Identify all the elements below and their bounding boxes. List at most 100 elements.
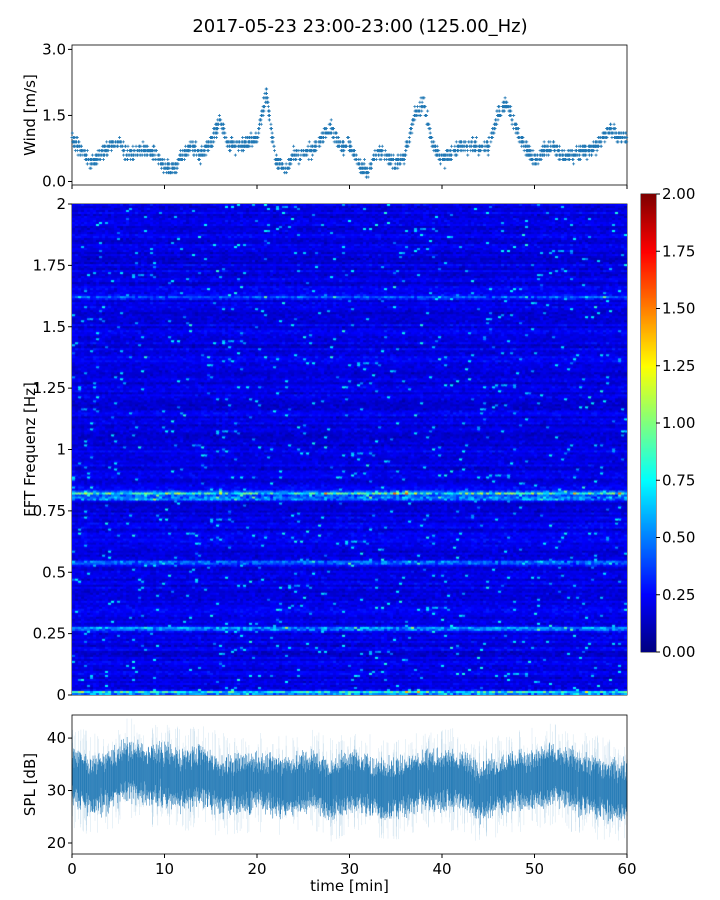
wind-point: [356, 162, 360, 166]
wind-point: [469, 140, 473, 144]
wind-point: [624, 131, 628, 135]
wind-point: [76, 153, 80, 157]
wind-point: [215, 122, 219, 126]
wind-point: [402, 162, 406, 166]
wind-point: [192, 149, 196, 153]
wind-point: [259, 109, 263, 113]
x-tick-label: 0: [67, 860, 77, 878]
x-tick-label: 20: [247, 860, 266, 878]
wind-point: [219, 118, 223, 122]
wind-point: [280, 162, 284, 166]
wind-point: [392, 166, 396, 170]
wind-point: [277, 157, 281, 161]
wind-point: [565, 153, 569, 157]
x-tick-label: 10: [155, 860, 174, 878]
y-tick-label: 30: [47, 782, 66, 800]
wind-point: [233, 153, 237, 157]
x-axis-label: time [min]: [310, 877, 389, 895]
wind-point: [442, 153, 446, 157]
wind-point: [284, 162, 288, 166]
wind-point: [470, 149, 474, 153]
wind-point: [578, 157, 582, 161]
wind-point: [616, 131, 620, 135]
wind-point: [489, 135, 493, 139]
wind-point: [448, 153, 452, 157]
wind-point: [129, 157, 133, 161]
wind-point: [324, 127, 328, 131]
wind-point: [72, 144, 76, 148]
y-tick-label: 0: [56, 686, 66, 704]
wind-point: [534, 157, 538, 161]
y-tick-label: 1.75: [33, 256, 66, 274]
wind-point: [96, 157, 100, 161]
wind-point: [557, 157, 561, 161]
wind-point: [341, 140, 345, 144]
wind-point: [237, 149, 241, 153]
wind-point: [421, 96, 425, 100]
wind-point: [201, 153, 205, 157]
wind-point: [346, 135, 350, 139]
y-tick-label: 2: [56, 195, 66, 213]
wind-point: [520, 135, 524, 139]
wind-point: [423, 113, 427, 117]
wind-point: [500, 105, 504, 109]
wind-point: [210, 135, 214, 139]
wind-point: [396, 153, 400, 157]
wind-point: [145, 153, 149, 157]
wind-point: [450, 144, 454, 148]
wind-point: [145, 149, 149, 153]
wind-point: [81, 149, 85, 153]
wind-point: [342, 153, 346, 157]
wind-point: [341, 149, 345, 153]
wind-point: [249, 131, 253, 135]
colorbar-tick-label: 1.75: [662, 242, 695, 260]
x-tick-label: 50: [525, 860, 544, 878]
wind-point: [416, 105, 420, 109]
wind-point: [307, 140, 311, 144]
wind-point: [237, 144, 241, 148]
axes-frame: [71, 44, 628, 186]
wind-point: [415, 113, 419, 117]
wind-point: [214, 135, 218, 139]
wind-point: [151, 144, 155, 148]
wind-point: [150, 153, 154, 157]
wind-point: [404, 144, 408, 148]
wind-point: [454, 140, 458, 144]
wind-point: [75, 135, 79, 139]
wind-point: [274, 153, 278, 157]
wind-point: [566, 157, 570, 161]
wind-point: [459, 140, 463, 144]
wind-point: [613, 127, 617, 131]
wind-point: [466, 153, 470, 157]
wind-point: [515, 122, 518, 126]
wind-point: [414, 109, 418, 113]
wind-point: [374, 157, 378, 161]
y-tick-label: 1.5: [42, 106, 66, 124]
wind-point: [317, 144, 321, 148]
wind-point: [484, 149, 488, 153]
y-tick-label: 0.75: [33, 502, 66, 520]
wind-point: [78, 149, 82, 153]
wind-point: [303, 153, 307, 157]
wind-point: [221, 131, 225, 135]
wind-point: [605, 135, 609, 139]
wind-point: [207, 140, 211, 144]
wind-point: [512, 127, 516, 131]
wind-point: [380, 144, 384, 148]
wind-point: [276, 166, 280, 170]
wind-point: [114, 140, 118, 144]
wind-point: [309, 144, 313, 148]
wind-point: [545, 153, 549, 157]
wind-point: [609, 127, 613, 131]
colorbar: 0.00 0.25 0.50 0.75 1.00 1.25 1.50 1.75 2.00: [640, 185, 695, 661]
wind-point: [105, 140, 109, 144]
wind-point: [510, 122, 514, 126]
wind-point: [455, 144, 459, 148]
wind-point: [307, 157, 311, 161]
wind-point: [162, 171, 166, 175]
wind-point: [181, 157, 185, 161]
wind-point: [74, 140, 78, 144]
wind-point: [612, 122, 616, 126]
wind-point: [204, 144, 208, 148]
